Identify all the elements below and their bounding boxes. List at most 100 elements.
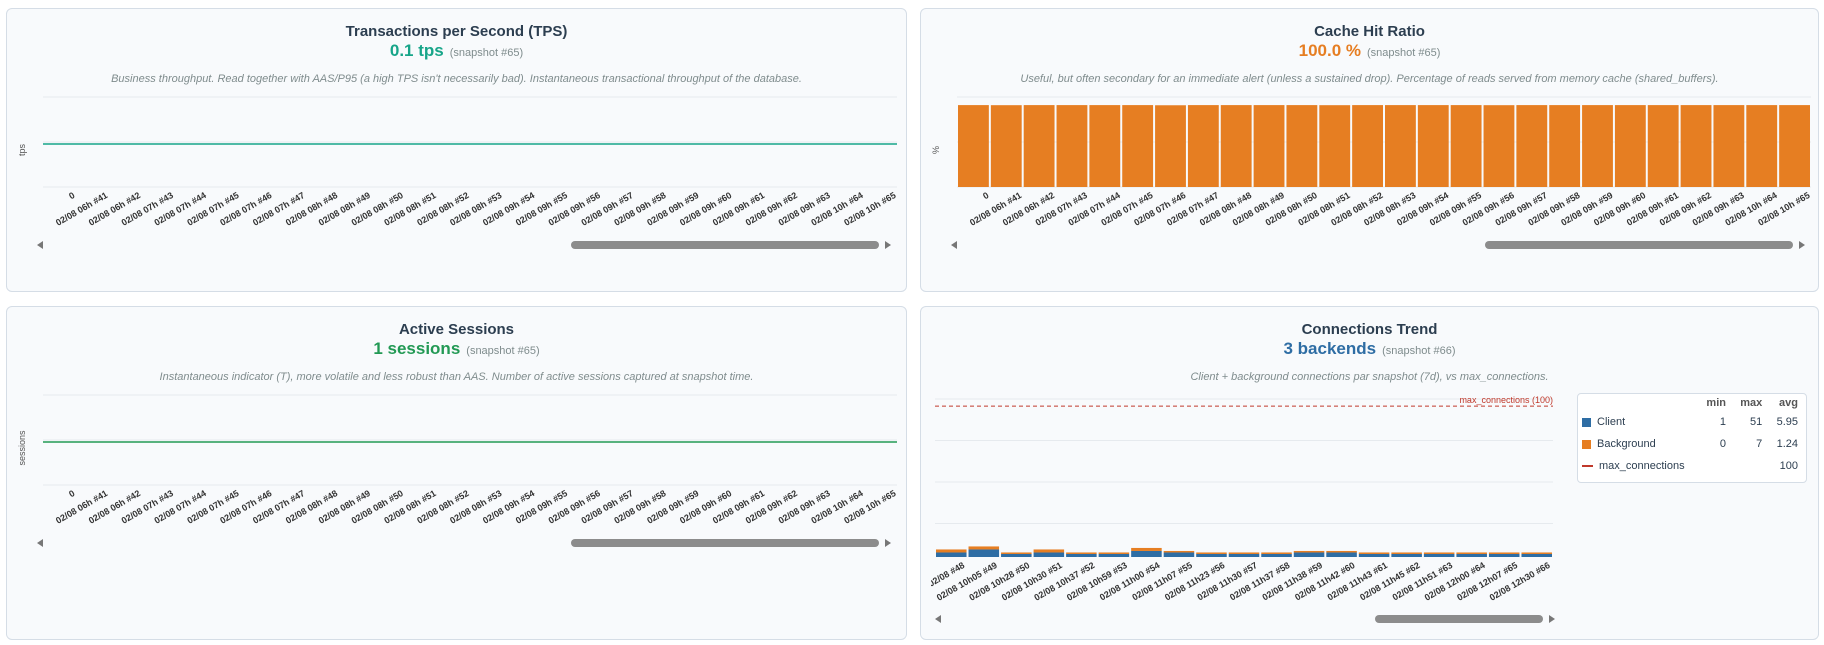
bar-background <box>1066 552 1097 554</box>
legend-min: 1 <box>1719 416 1726 428</box>
scroll-left-arrow[interactable] <box>37 539 43 547</box>
scroll-left-arrow[interactable] <box>37 241 43 249</box>
scroll-right-arrow[interactable] <box>1549 615 1555 623</box>
bar <box>1516 105 1548 187</box>
legend-row-client[interactable]: Client 1 51 5.95 <box>1578 411 1806 433</box>
bar <box>1056 105 1088 187</box>
bar-client <box>1131 550 1162 557</box>
panel-description: Instantaneous indicator (T), more volati… <box>159 371 754 383</box>
legend-max: 51 <box>1750 416 1763 428</box>
bar-background <box>1326 550 1357 553</box>
bar-background <box>1358 552 1390 554</box>
legend-avg: 1.24 <box>1776 438 1798 450</box>
kpi-value: 1 sessions <box>373 339 461 358</box>
bar-client <box>1326 552 1357 557</box>
bar <box>1713 105 1745 187</box>
connections-trend-panel: Connections Trend 3 backends (snapshot #6… <box>920 306 1819 640</box>
legend-max <box>1734 455 1770 477</box>
bar-client <box>1456 553 1487 557</box>
bar-client <box>1358 553 1390 557</box>
scroll-right-arrow[interactable] <box>885 241 891 249</box>
bar-background <box>1163 550 1195 553</box>
bar <box>1220 105 1252 187</box>
connections-legend: min max avg Client 1 51 5.95 Background … <box>1577 393 1807 483</box>
bar-background <box>1033 549 1065 553</box>
legend-row-background[interactable]: Background 0 7 1.24 <box>1578 433 1806 455</box>
kpi-row: 3 backends (snapshot #66) <box>921 339 1818 359</box>
bar <box>1385 105 1416 187</box>
scrollbar-thumb[interactable] <box>571 241 879 249</box>
bar-client <box>1423 553 1455 557</box>
scroll-left-arrow[interactable] <box>951 241 957 249</box>
bar <box>1614 105 1646 187</box>
bar-background <box>1228 552 1260 554</box>
scrollbar-thumb[interactable] <box>1375 615 1543 623</box>
kpi-snapshot: (snapshot #65) <box>449 47 524 59</box>
kpi-row: 100.0 % (snapshot #65) <box>921 41 1818 61</box>
legend-min <box>1700 455 1734 477</box>
bar <box>1483 105 1515 187</box>
y-axis-label: tps <box>17 144 27 157</box>
legend-name: max_connections <box>1599 460 1685 472</box>
bar <box>1352 105 1383 187</box>
legend-name: Background <box>1597 438 1656 450</box>
bar <box>1450 105 1482 187</box>
bar-client <box>1261 553 1292 557</box>
bar <box>958 105 989 187</box>
scroll-right-arrow[interactable] <box>885 539 891 547</box>
scrollbar-thumb[interactable] <box>1485 241 1793 249</box>
bar-client <box>1391 553 1422 557</box>
x-tick-label: 0 <box>67 488 76 499</box>
bar-client <box>1066 553 1097 557</box>
panel-description: Business throughput. Read together with … <box>111 73 802 85</box>
bar <box>1122 105 1154 187</box>
scroll-right-arrow[interactable] <box>1799 241 1805 249</box>
bar-background <box>1521 552 1552 554</box>
bar-client <box>936 552 967 557</box>
bar-background <box>1293 550 1325 553</box>
bar-background <box>1001 552 1032 554</box>
kpi-row: 1 sessions (snapshot #65) <box>7 339 906 359</box>
bar-client <box>1001 553 1032 557</box>
legend-avg: 5.95 <box>1776 416 1798 428</box>
panel-description: Useful, but often secondary for an immed… <box>1020 73 1719 85</box>
bar-background <box>1456 552 1487 554</box>
background-swatch <box>1582 439 1591 449</box>
bar <box>1582 105 1613 187</box>
y-axis-label: sessions <box>17 430 27 466</box>
max-connections-swatch <box>1582 465 1593 468</box>
bar-background <box>936 549 967 553</box>
bar <box>1023 105 1055 187</box>
kpi-value: 0.1 tps <box>389 41 444 60</box>
legend-min: 0 <box>1719 438 1726 450</box>
bar-background <box>1098 552 1130 554</box>
scrollbar-thumb[interactable] <box>571 539 879 547</box>
scroll-left-arrow[interactable] <box>935 615 941 623</box>
legend-header-min: min <box>1706 397 1726 409</box>
bar <box>1319 105 1351 187</box>
bar <box>1417 105 1449 187</box>
kpi-row: 0.1 tps (snapshot #65) <box>7 41 906 61</box>
x-tick-label: 0 <box>67 190 76 201</box>
panel-title: Transactions per Second (TPS) <box>345 23 568 40</box>
kpi-value: 3 backends <box>1283 339 1377 358</box>
tps-panel: Transactions per Second (TPS) 0.1 tps (sn… <box>6 8 907 292</box>
y-axis-label: % <box>931 146 941 154</box>
bar <box>1089 105 1121 187</box>
legend-header-avg: avg <box>1779 397 1798 409</box>
bar-client <box>1293 552 1325 557</box>
bar-client <box>1033 552 1065 557</box>
legend-row-max-connections[interactable]: max_connections 100 <box>1578 455 1806 477</box>
bar-background <box>968 546 1000 550</box>
kpi-snapshot: (snapshot #65) <box>466 345 540 357</box>
kpi-value: 100.0 % <box>1298 41 1361 60</box>
bar-background <box>1391 552 1422 554</box>
kpi-snapshot: (snapshot #65) <box>1367 47 1441 59</box>
bar-background <box>1196 552 1227 554</box>
x-tick-label: 02/08 12h30 #66 <box>1488 560 1552 603</box>
bar-client <box>1163 552 1195 557</box>
